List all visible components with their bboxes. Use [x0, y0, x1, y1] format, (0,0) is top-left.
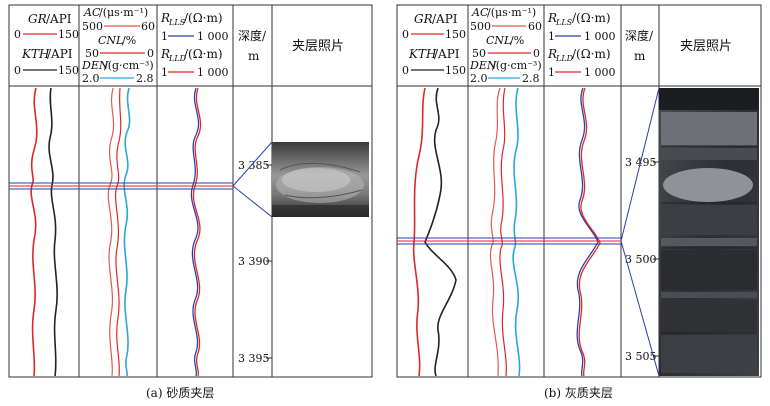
b-rlls-min: 1: [548, 30, 555, 43]
b-depth-tick-3: 3 505: [625, 350, 657, 363]
a-den-min: 2.0: [82, 72, 100, 85]
b-ac-max: 60: [528, 20, 542, 33]
b-rlls-curve: [576, 87, 599, 377]
b-gr-max: 150: [445, 28, 466, 41]
b-den-max: 2.8: [522, 72, 540, 85]
a-rlld-min: 1: [161, 66, 168, 79]
a-gr-min: 0: [14, 28, 21, 41]
b-rlls-unit: /(Ω·m): [572, 11, 611, 25]
b-den-unit: /(g·cm⁻³): [492, 59, 542, 72]
a-ac-unit: /(μs·m⁻¹): [99, 6, 148, 19]
a-gr-unit: /API: [46, 12, 72, 26]
b-den-curve: [512, 87, 521, 377]
a-rlld-sub: LLD: [168, 54, 187, 63]
b-kth-max: 150: [445, 64, 466, 77]
a-depth-tick-2: 3 390: [238, 255, 270, 268]
a-rlls-sub: LLS: [168, 18, 186, 27]
a-depth-header: 深度/: [238, 28, 267, 43]
a-photo-header: 夹层照片: [292, 39, 344, 54]
b-depth-unit: m: [634, 49, 646, 63]
b-core-photo: [659, 88, 759, 376]
a-den-label: DEN: [81, 59, 109, 72]
a-rlld-label: R: [160, 47, 170, 61]
a-ac-min: 500: [82, 20, 103, 33]
a-den-max: 2.8: [136, 72, 154, 85]
b-caption: (b) 灰质夹层: [544, 386, 613, 400]
b-rlld-sub: LLD: [555, 54, 574, 63]
a-depth-tick-1: 3 385: [238, 159, 270, 172]
b-photo-header: 夹层照片: [680, 39, 732, 54]
a-rlls-label: R: [160, 11, 170, 25]
a-cnl-max: 0: [147, 47, 154, 60]
a-rlls-unit: /(Ω·m): [184, 11, 223, 25]
a-ac-label: AC: [83, 6, 101, 19]
a-cnl-curve: [114, 87, 122, 377]
a-cnl-label: CNL: [98, 34, 123, 47]
b-rlld-curve: [578, 87, 601, 377]
b-cnl-curve: [499, 87, 507, 377]
a-rlld-curve: [192, 87, 202, 377]
a-cnl-unit: /%: [122, 34, 136, 47]
b-gr-curve: [412, 87, 426, 377]
a-rlld-max: 1 000: [197, 66, 229, 79]
b-gr-label: GR: [414, 12, 433, 26]
a-rlls-min: 1: [161, 30, 168, 43]
a-cnl-min: 50: [85, 47, 99, 60]
b-cnl-min: 50: [472, 47, 486, 60]
b-rlld-label: R: [547, 47, 557, 61]
b-rlld-min: 1: [548, 66, 555, 79]
panel-b: GR /API 0 150 KTH /API 0 150 AC /(μs·m⁻¹…: [396, 4, 762, 400]
a-kth-label: KTH: [21, 47, 50, 61]
b-rlls-max: 1 000: [584, 30, 616, 43]
b-cnl-unit: /%: [510, 34, 524, 47]
b-ac-min: 500: [470, 20, 491, 33]
b-cnl-max: 0: [533, 47, 540, 60]
a-den-curve: [123, 87, 131, 377]
b-gr-min: 0: [402, 28, 409, 41]
b-kth-unit: /API: [434, 47, 460, 61]
a-rlls-max: 1 000: [197, 30, 229, 43]
b-gr-unit: /API: [432, 12, 458, 26]
a-kth-unit: /API: [47, 47, 73, 61]
b-ac-curve: [489, 87, 501, 377]
b-rlld-unit: /(Ω·m): [572, 47, 611, 61]
b-depth-header: 深度/: [625, 28, 654, 43]
a-depth-unit: m: [248, 49, 260, 63]
a-kth-max: 150: [58, 64, 79, 77]
b-rlls-label: R: [547, 11, 557, 25]
b-rlld-max: 1 000: [584, 66, 616, 79]
b-rlls-sub: LLS: [555, 18, 573, 27]
b-kth-label: KTH: [408, 47, 437, 61]
a-rlls-curve: [190, 87, 200, 377]
a-depth-tick-3: 3 395: [238, 352, 270, 365]
b-ac-label: AC: [471, 6, 489, 19]
b-depth-tick-2: 3 500: [625, 253, 657, 266]
b-kth-min: 0: [402, 64, 409, 77]
b-ac-unit: /(μs·m⁻¹): [487, 6, 536, 19]
b-den-label: DEN: [469, 59, 497, 72]
a-core-photo: [272, 142, 369, 217]
b-cnl-label: CNL: [486, 34, 511, 47]
a-gr-label: GR: [28, 12, 47, 26]
a-den-unit: /(g·cm⁻³): [104, 59, 154, 72]
b-den-min: 2.0: [470, 72, 488, 85]
a-gr-curve: [30, 87, 38, 377]
a-ac-curve: [107, 87, 115, 377]
a-kth-curve: [48, 87, 58, 377]
a-rlld-unit: /(Ω·m): [184, 47, 223, 61]
a-kth-min: 0: [14, 64, 21, 77]
a-gr-max: 150: [58, 28, 79, 41]
a-caption: (a) 砂质夹层: [146, 386, 214, 400]
a-ac-max: 60: [141, 20, 155, 33]
b-kth-curve: [424, 87, 457, 377]
panel-a: GR /API 0 150 KTH /API 0 150 AC /(μs·m⁻¹…: [8, 4, 373, 400]
